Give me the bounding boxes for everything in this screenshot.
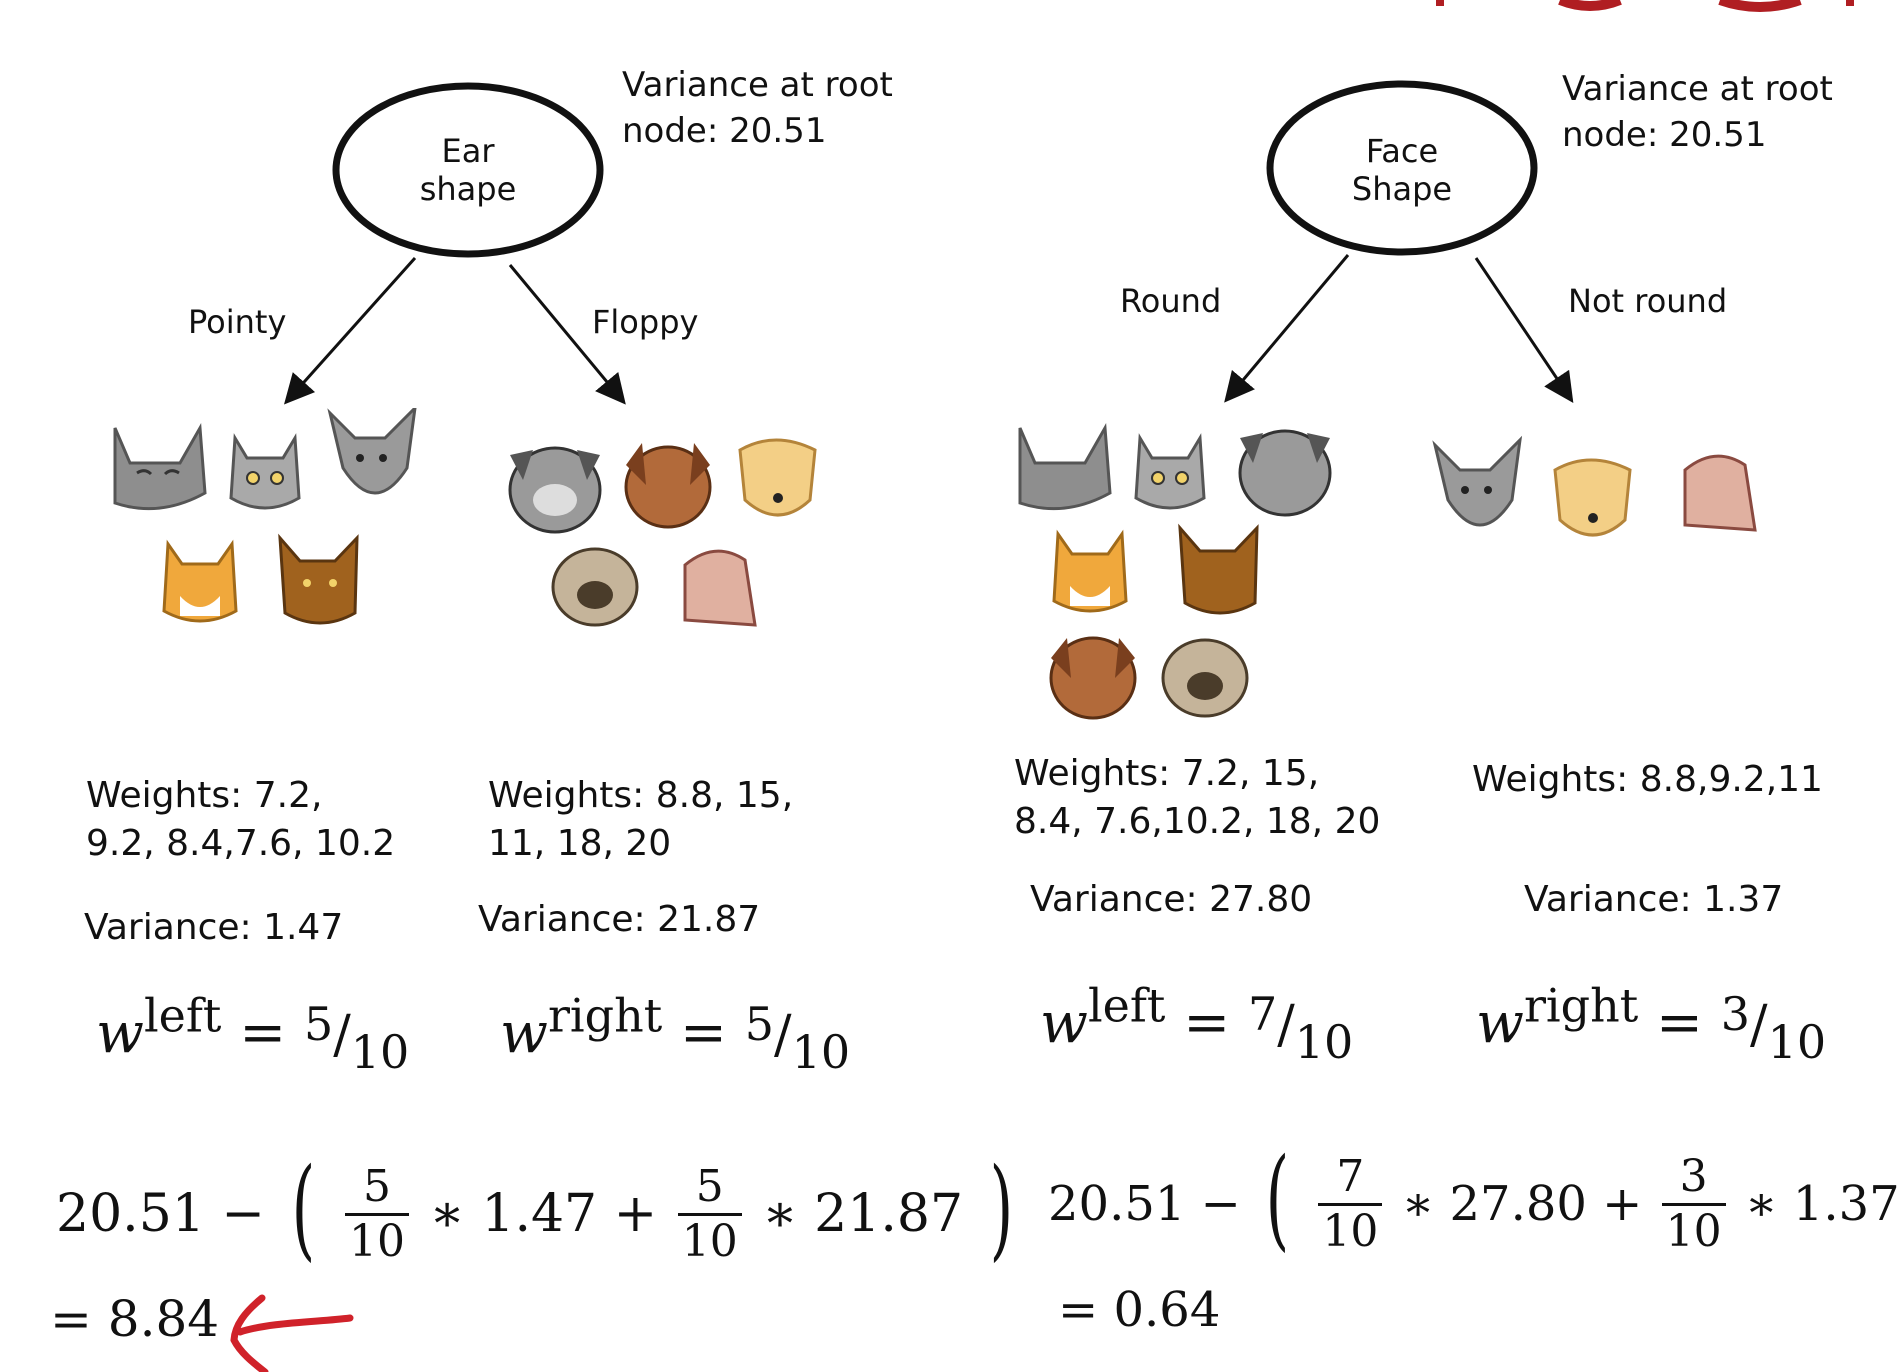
right-root-variance: Variance at root node: 20.51 bbox=[1562, 69, 1833, 155]
left-info-gain-formula: 20.51 − ( 5 10 ∗ 1.47 + 5 10 ∗ 21.87 ) bbox=[56, 1144, 1013, 1272]
cat-brown-icon bbox=[1178, 523, 1259, 615]
dog-pug-icon bbox=[1161, 638, 1249, 718]
left-root-variance: Variance at root node: 20.51 bbox=[622, 65, 893, 151]
left-root-node bbox=[332, 82, 604, 258]
dog-pink-icon bbox=[683, 549, 757, 627]
dog-gray-icon bbox=[508, 446, 602, 534]
right-branch-round-label: Round bbox=[1120, 282, 1222, 320]
right-notround-weights: Weights: 8.8,9.2,11 bbox=[1472, 759, 1823, 800]
left-arrow-pointy bbox=[284, 257, 417, 405]
left-info-gain-result: = 8.84 bbox=[50, 1290, 220, 1348]
cat-brown-icon bbox=[278, 533, 359, 625]
cat-orange-icon bbox=[1052, 529, 1128, 613]
right-root-node bbox=[1266, 80, 1538, 256]
cat-gray-pointy-icon bbox=[1432, 435, 1523, 527]
right-round-variance: Variance: 27.80 bbox=[1030, 879, 1313, 920]
left-floppy-animal-group bbox=[508, 438, 817, 627]
right-branch-notround-label: Not round bbox=[1568, 282, 1728, 320]
right-root-label: Face Shape bbox=[1351, 132, 1453, 208]
cat-orange-icon bbox=[162, 539, 238, 623]
title-fragment bbox=[1436, 0, 1854, 12]
dog-yellow-icon bbox=[1553, 458, 1632, 537]
right-round-animal-group bbox=[1018, 423, 1332, 720]
left-pointy-weights: Weights: 7.2, 9.2, 8.4,7.6, 10.2 bbox=[86, 775, 396, 864]
dog-brown-icon bbox=[624, 443, 712, 529]
left-branch-floppy-label: Floppy bbox=[592, 303, 699, 341]
cat-gray-small-icon bbox=[1134, 433, 1206, 510]
left-arrow-floppy bbox=[508, 264, 626, 405]
right-arrow-round bbox=[1224, 254, 1350, 403]
right-notround-variance: Variance: 1.37 bbox=[1524, 879, 1784, 920]
dog-gray-icon bbox=[1238, 429, 1332, 517]
right-arrow-notround bbox=[1474, 257, 1574, 403]
left-branch-pointy-label: Pointy bbox=[188, 303, 287, 341]
cat-gray-icon bbox=[1018, 423, 1112, 511]
right-w-right-expr: wright = 3/10 bbox=[1476, 978, 1827, 1069]
right-notround-animal-group bbox=[1432, 435, 1757, 537]
left-w-right-expr: wright = 5/10 bbox=[500, 988, 851, 1079]
dog-brown-icon bbox=[1049, 636, 1137, 720]
red-annotation-arrow bbox=[230, 1294, 354, 1372]
left-pointy-animal-group bbox=[113, 408, 417, 625]
dog-pug-icon bbox=[551, 547, 639, 627]
cat-gray-pointy-icon bbox=[327, 408, 417, 495]
dog-yellow-icon bbox=[738, 438, 817, 517]
left-w-left-expr: wleft = 5/10 bbox=[96, 988, 410, 1079]
cat-gray-small-icon bbox=[229, 433, 301, 510]
left-floppy-weights: Weights: 8.8, 15, 11, 18, 20 bbox=[488, 775, 794, 864]
left-pointy-variance: Variance: 1.47 bbox=[84, 907, 344, 948]
cat-gray-icon bbox=[113, 423, 207, 511]
right-round-weights: Weights: 7.2, 15, 8.4, 7.6,10.2, 18, 20 bbox=[1014, 753, 1381, 842]
left-floppy-variance: Variance: 21.87 bbox=[478, 899, 761, 940]
right-info-gain-formula: 20.51 − ( 710 ∗ 27.80 + 310 ∗ 1.37 ) bbox=[1048, 1134, 1898, 1262]
left-root-label: Ear shape bbox=[419, 132, 517, 208]
right-info-gain-result: = 0.64 bbox=[1058, 1282, 1221, 1338]
dog-pink-icon bbox=[1683, 454, 1757, 532]
right-w-left-expr: wleft = 7/10 bbox=[1040, 978, 1354, 1069]
